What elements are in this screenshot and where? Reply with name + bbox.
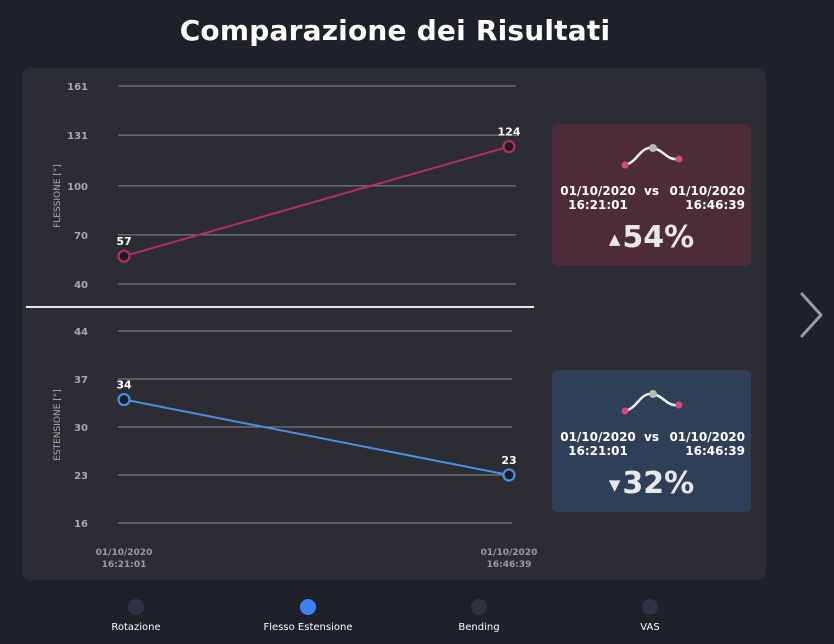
versus-label: vs — [644, 184, 659, 198]
comparison-chart: 161 131 100 70 40 FLESSIONE [°] 57 124 44 37 30 23… — [26, 82, 537, 570]
percent-change: ▼32% — [552, 466, 751, 501]
x-tick-date: 01/10/2020 — [96, 548, 153, 558]
percent-value: 32% — [622, 466, 695, 501]
y-axis-label: FLESSIONE [°] — [53, 164, 63, 228]
date-from: 01/10/2020 16:21:01 — [558, 430, 638, 458]
nav-dot-flesso-estensione[interactable] — [300, 599, 316, 615]
compared-dates: 01/10/2020 16:21:01 vs 01/10/2020 16:46:… — [558, 184, 745, 212]
data-point — [117, 392, 131, 407]
nav-dot-vas[interactable] — [642, 599, 658, 615]
estensione-chart: 44 37 30 23 16 ESTENSIONE [°] 34 23 01/10/2020 16… — [53, 327, 537, 570]
date-from: 01/10/2020 16:21:01 — [558, 184, 638, 212]
date-from-time: 16:21:01 — [568, 198, 628, 212]
flessione-chart: 161 131 100 70 40 FLESSIONE [°] 57 124 — [53, 82, 521, 291]
nav-dot-rotazione[interactable] — [128, 599, 144, 615]
date-to: 01/10/2020 16:46:39 — [665, 184, 745, 212]
arrow-down-icon: ▼ — [608, 475, 621, 494]
percent-value: 54% — [622, 220, 695, 255]
date-from-date: 01/10/2020 — [560, 430, 636, 444]
series-line — [123, 145, 510, 258]
x-tick-time: 16:21:01 — [102, 560, 147, 570]
data-label: 34 — [116, 379, 132, 392]
date-to: 01/10/2020 16:46:39 — [665, 430, 745, 458]
y-tick-label: 16 — [74, 519, 88, 530]
trend-sparkline-icon — [621, 390, 683, 415]
versus-label: vs — [644, 430, 659, 444]
x-tick-time: 16:46:39 — [487, 560, 532, 570]
date-to-date: 01/10/2020 — [669, 430, 745, 444]
y-tick-label: 70 — [74, 231, 88, 242]
y-tick-label: 30 — [74, 423, 88, 434]
arrow-up-icon: ▲ — [608, 229, 621, 248]
data-label: 57 — [116, 235, 131, 248]
date-from-date: 01/10/2020 — [560, 184, 636, 198]
date-from-time: 16:21:01 — [568, 444, 628, 458]
data-point — [502, 468, 516, 482]
date-to-time: 16:46:39 — [685, 444, 745, 458]
compared-dates: 01/10/2020 16:21:01 vs 01/10/2020 16:46:… — [558, 430, 745, 458]
flessione-summary-card: 01/10/2020 16:21:01 vs 01/10/2020 16:46:… — [552, 124, 751, 266]
nav-label-rotazione[interactable]: Rotazione — [111, 622, 161, 633]
y-tick-label: 40 — [74, 280, 88, 291]
data-label: 124 — [498, 126, 521, 139]
data-label: 23 — [501, 454, 516, 467]
y-tick-label: 131 — [67, 131, 88, 142]
y-tick-label: 161 — [67, 82, 88, 93]
date-to-date: 01/10/2020 — [669, 184, 745, 198]
y-tick-label: 44 — [74, 327, 88, 338]
page-title: Comparazione dei Risultati — [179, 14, 611, 47]
nav-label-bending[interactable]: Bending — [458, 622, 500, 633]
data-point — [117, 249, 131, 263]
x-tick-date: 01/10/2020 — [481, 548, 538, 558]
y-tick-label: 23 — [74, 471, 88, 482]
nav-label-flesso-estensione[interactable]: Flesso Estensione — [263, 622, 353, 633]
y-tick-label: 100 — [67, 182, 88, 193]
nav-label-vas[interactable]: VAS — [640, 622, 660, 633]
series-line — [123, 398, 510, 476]
data-point — [502, 139, 516, 154]
percent-change: ▲54% — [552, 220, 751, 255]
estensione-summary-card: 01/10/2020 16:21:01 vs 01/10/2020 16:46:… — [552, 370, 751, 512]
date-to-time: 16:46:39 — [685, 198, 745, 212]
nav-dot-bending[interactable] — [471, 599, 487, 615]
trend-sparkline-icon — [621, 144, 683, 169]
chevron-right-icon[interactable] — [797, 290, 825, 340]
y-tick-label: 37 — [74, 375, 88, 386]
y-axis-label: ESTENSIONE [°] — [53, 389, 63, 461]
